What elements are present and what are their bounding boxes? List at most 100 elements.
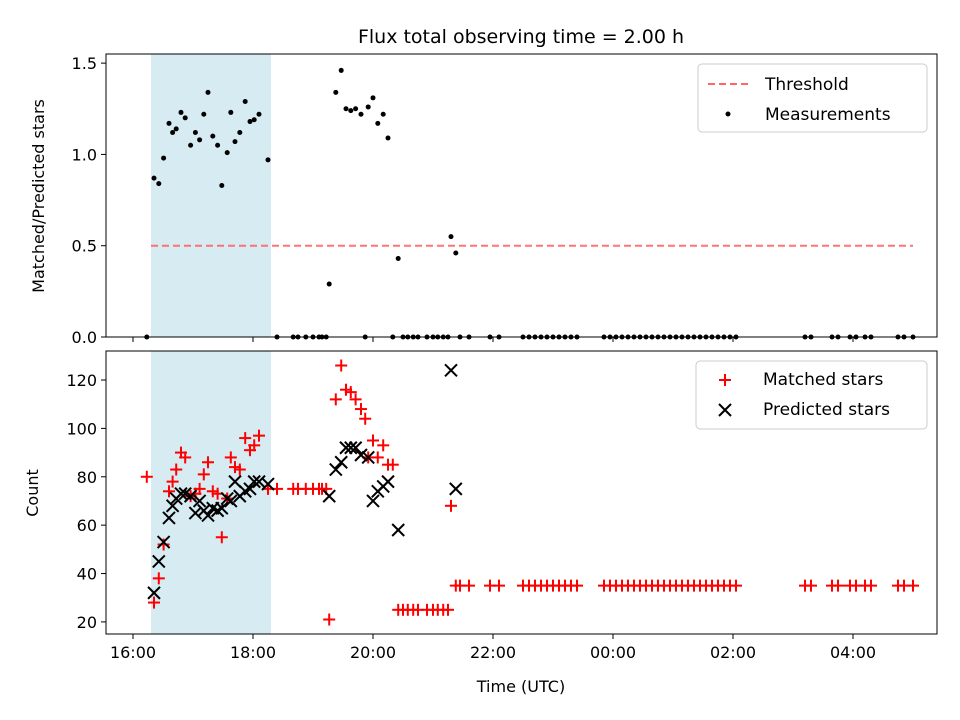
matched-stars-point-63 — [493, 579, 505, 592]
matched-stars-point-47 — [386, 458, 399, 471]
measurements-point-18 — [228, 109, 234, 115]
predicted-stars-point-30 — [348, 441, 363, 455]
matched-stars-point-5 — [166, 475, 179, 488]
matched-stars-point-58 — [445, 499, 457, 512]
x-tick-label: 16:00 — [110, 643, 156, 662]
measurements-point-46 — [385, 135, 391, 141]
x-axis-label: Time (UTC) — [476, 677, 565, 696]
ratio-legend-box — [697, 63, 928, 133]
ratio-shaded-region — [151, 54, 271, 337]
matched-stars-point-16 — [215, 531, 228, 544]
x-tick-label: 18:00 — [230, 643, 276, 662]
count-y-ticks: 20 40 60 80 100 120 — [66, 371, 106, 632]
measurements-point-58 — [448, 234, 454, 240]
measurements-point-35 — [333, 89, 339, 95]
matched-stars-point-41 — [359, 412, 372, 425]
x-tick-label: 20:00 — [350, 643, 396, 662]
count-x-ticks: 16:00 18:00 20:00 22:00 00:00 02:00 04:00 — [110, 634, 876, 662]
measurements-point-34 — [326, 281, 332, 287]
count-plot-frame — [105, 350, 938, 635]
y-tick-label: 20 — [77, 613, 97, 632]
measurements-point-39 — [353, 106, 359, 112]
matched-stars-point-107 — [907, 579, 919, 592]
predicted-stars-point-15 — [215, 501, 229, 515]
measurements-point-3 — [161, 155, 167, 161]
legend-measurements-label: Measurements — [765, 105, 891, 125]
y-tick-label: 120 — [66, 371, 97, 390]
measurements-point-37 — [343, 106, 349, 112]
predicted-stars-point-38 — [444, 363, 458, 378]
matched-stars-point-20 — [233, 463, 246, 476]
predicted-stars-point-23 — [252, 474, 266, 489]
matched-stars-point-1 — [148, 596, 160, 609]
ratio-x-ticks — [132, 337, 854, 342]
predicted-stars-point-6 — [174, 487, 188, 501]
legend-threshold-label: Threshold — [764, 75, 849, 95]
y-tick-label: 100 — [66, 419, 97, 438]
matched-stars-point-0 — [140, 470, 153, 483]
matched-stars-point-34 — [323, 613, 336, 626]
y-tick-label: 0.5 — [72, 237, 97, 256]
predicted-stars-point-32 — [361, 450, 375, 465]
y-tick-label: 40 — [77, 565, 97, 584]
measurements-point-36 — [338, 67, 344, 73]
predicted-stars-point-25 — [322, 489, 336, 503]
measurements-point-40 — [358, 111, 364, 117]
count-y-axis-label: Count — [23, 469, 42, 517]
measurements-point-59 — [453, 250, 459, 256]
count-legend-box — [695, 360, 928, 430]
matched-stars-point-2 — [152, 572, 165, 585]
count-panel: 20 40 60 80 100 120 16:00 18:00 20:00 22:00 00:00… — [23, 350, 938, 696]
y-tick-label: 0.0 — [72, 328, 97, 347]
matched-stars-point-43 — [367, 434, 379, 447]
measurements-point-43 — [370, 95, 376, 101]
measurements-point-2 — [156, 181, 162, 187]
matched-stars-point-61 — [463, 579, 475, 592]
predicted-stars-point-9 — [188, 506, 203, 520]
predicted-stars-point-12 — [201, 508, 215, 523]
matched-stars-point-36 — [335, 359, 348, 372]
predicted-stars-point-4 — [165, 499, 180, 513]
matched-stars-point-6 — [170, 463, 183, 476]
ratio-y-axis-label: Matched/Predicted stars — [29, 99, 48, 293]
matched-stars-point-39 — [349, 393, 362, 406]
measurements-point-20 — [237, 130, 243, 136]
matched-stars-point-35 — [329, 393, 342, 406]
matched-stars-point-18 — [224, 451, 237, 464]
ratio-legend: Threshold Measurements — [697, 63, 928, 133]
legend-predicted-label: Predicted stars — [763, 400, 890, 420]
predicted-stars-point-29 — [344, 441, 358, 455]
x-tick-label: 04:00 — [830, 643, 876, 662]
measurements-point-21 — [242, 98, 248, 104]
measurements-point-42 — [365, 104, 371, 110]
matched-stars-point-12 — [197, 468, 210, 481]
measurements-point-6 — [173, 126, 179, 132]
matched-stars-point-45 — [377, 439, 390, 452]
matched-stars-point-104 — [865, 579, 877, 592]
ratio-plot-frame — [105, 53, 938, 338]
measurements-point-9 — [188, 142, 194, 148]
y-tick-label: 80 — [77, 468, 97, 487]
measurements-point-24 — [256, 111, 262, 117]
matched-stars-point-38 — [344, 386, 357, 399]
measurements-point-22 — [247, 119, 253, 125]
measurements-point-13 — [205, 89, 211, 95]
legend-predicted-swatch — [718, 403, 732, 417]
predicted-stars-point-17 — [224, 494, 238, 508]
measurements-point-19 — [232, 139, 238, 145]
measurements-point-17 — [224, 150, 230, 156]
count-legend: Matched stars Predicted stars — [695, 360, 928, 430]
legend-matched-label: Matched stars — [763, 370, 883, 390]
matched-stars-point-4 — [163, 485, 175, 498]
predicted-stars-point-0 — [147, 586, 161, 600]
measurements-point-5 — [170, 130, 176, 136]
count-points — [140, 359, 919, 626]
matched-stars-point-21 — [239, 432, 252, 445]
measurements-point-1 — [151, 175, 157, 181]
predicted-stars-point-22 — [247, 474, 261, 489]
measurements-point-45 — [380, 111, 386, 117]
predicted-stars-point-39 — [449, 482, 463, 496]
legend-measurements-swatch — [725, 111, 731, 117]
measurements-point-11 — [197, 137, 203, 143]
